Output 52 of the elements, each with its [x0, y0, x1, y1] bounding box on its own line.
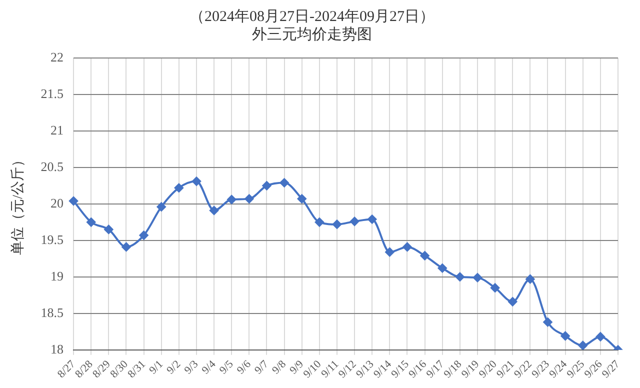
point [472, 273, 482, 282]
point [244, 194, 254, 204]
point [543, 318, 552, 327]
chart-subtitle: 外三元均价走势图 [252, 26, 372, 43]
point [596, 332, 605, 342]
y-tick-label: 20 [50, 195, 64, 210]
x-tick-label: 9/2 [164, 358, 184, 377]
x-tick-label: 9/5 [217, 358, 236, 377]
point [314, 218, 324, 227]
x-tick-label: 9/4 [200, 358, 219, 377]
point [560, 331, 570, 340]
point [297, 194, 306, 204]
point [104, 224, 114, 234]
x-tick-label: 9/1 [147, 358, 166, 377]
point [210, 206, 219, 215]
y-tick-label: 19 [50, 268, 64, 284]
y-tick-label: 20.5 [40, 158, 64, 174]
point [139, 230, 148, 240]
y-tick-label: 19.5 [40, 232, 64, 247]
point [385, 248, 394, 257]
point [280, 178, 289, 188]
point [227, 195, 236, 204]
x-tick-label: 9/3 [182, 358, 202, 377]
point [438, 264, 447, 273]
point [350, 216, 360, 226]
point [332, 220, 342, 229]
y-tick-label: 22 [50, 49, 64, 64]
y-axis-title: 单位（元/公斤） [10, 152, 26, 255]
point [490, 283, 500, 292]
chart-title: （2024年08月27日-2024年09月27日） [190, 8, 434, 25]
point [122, 242, 131, 252]
point [86, 218, 96, 227]
point [508, 297, 518, 306]
x-tick-label: 9/6 [234, 358, 254, 377]
y-tick-label: 18 [50, 341, 64, 356]
point [526, 274, 535, 284]
point [455, 272, 464, 282]
point [420, 251, 430, 260]
point [174, 183, 184, 192]
point [402, 242, 412, 252]
point [578, 340, 588, 350]
point [69, 196, 78, 206]
y-tick-label: 21 [50, 122, 64, 138]
point [192, 176, 201, 186]
x-tick-label: 9/8 [270, 358, 289, 377]
point [156, 202, 166, 212]
y-tick-label: 18.5 [40, 304, 64, 320]
x-tick-label: 8/31 [126, 358, 148, 381]
x-tick-label: 9/7 [252, 358, 272, 377]
point [262, 181, 272, 190]
y-tick-label: 21.5 [40, 86, 64, 101]
point [368, 214, 377, 224]
